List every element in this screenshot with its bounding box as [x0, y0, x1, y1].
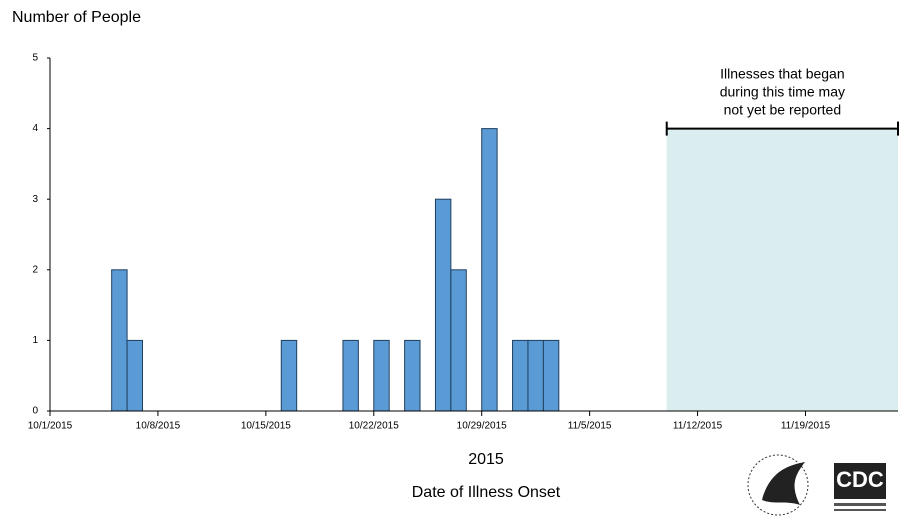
bar: [542, 339, 560, 412]
y-tick-label: 5: [32, 53, 38, 64]
y-tick-label: 2: [32, 264, 38, 275]
x-axis-title: Date of Illness Onset: [412, 484, 561, 501]
x-tick-label: 10/29/2015: [457, 421, 507, 432]
annotation-text: Illnesses that began: [720, 65, 845, 81]
annotation-text: during this time may: [720, 83, 845, 99]
bar: [527, 339, 544, 412]
y-tick-label: 1: [32, 335, 38, 346]
cdc-logo: CDC: [834, 463, 886, 511]
bar: [373, 339, 390, 412]
y-axis-title: Number of People: [12, 9, 141, 26]
bar: [481, 128, 498, 412]
bar: [342, 339, 359, 412]
unreported-region: [666, 128, 898, 411]
hhs-logo: [747, 454, 809, 516]
x-tick-label: 10/8/2015: [136, 421, 181, 432]
bar: [450, 269, 467, 412]
x-tick-label: 11/12/2015: [673, 421, 723, 432]
y-tick-label: 3: [32, 194, 38, 205]
x-tick-label: 10/22/2015: [349, 421, 399, 432]
bar: [280, 339, 298, 412]
bar: [512, 339, 529, 412]
x-tick-label: 11/19/2015: [781, 421, 831, 432]
cdc-logo-text: CDC: [836, 467, 884, 492]
x-tick-label: 10/1/2015: [28, 421, 73, 432]
x-tick-label: 10/15/2015: [241, 421, 291, 432]
bar: [404, 339, 421, 412]
annotation-text: not yet be reported: [724, 101, 842, 117]
x-tick-label: 11/5/2015: [568, 421, 612, 432]
bar: [434, 198, 452, 412]
bar: [111, 269, 128, 412]
x-axis-year: 2015: [468, 451, 504, 468]
bar: [126, 339, 144, 412]
y-tick-label: 4: [32, 123, 38, 134]
y-tick-label: 0: [32, 406, 38, 417]
